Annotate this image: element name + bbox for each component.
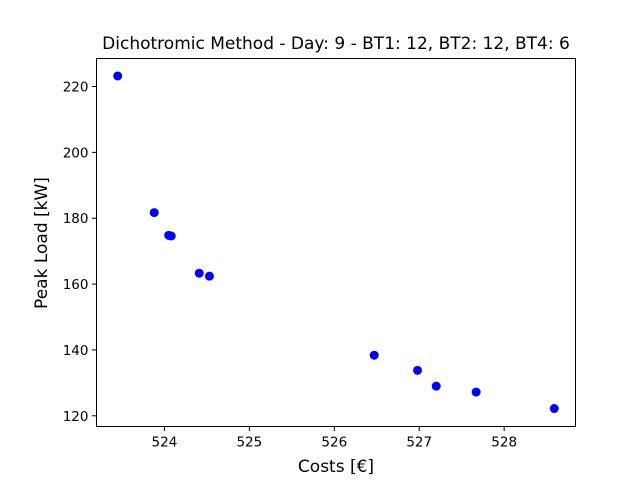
y-tick-label: 180 bbox=[63, 211, 89, 227]
scatter-point bbox=[149, 208, 159, 218]
x-axis-label: Costs [€] bbox=[298, 457, 374, 477]
y-tick-label: 220 bbox=[63, 79, 89, 95]
x-tick-label: 526 bbox=[321, 435, 347, 451]
scatter-point bbox=[471, 387, 481, 397]
y-axis: 120 140 160 180 200 220 bbox=[63, 79, 97, 425]
plot-area bbox=[96, 58, 576, 427]
y-tick-label: 140 bbox=[63, 343, 89, 359]
x-tick-label: 527 bbox=[406, 435, 432, 451]
scatter-point bbox=[166, 231, 176, 241]
x-axis: 524 525 526 527 528 bbox=[152, 426, 517, 451]
scatter-point bbox=[204, 271, 214, 281]
x-tick-label: 525 bbox=[236, 435, 262, 451]
chart-title: Dichotromic Method - Day: 9 - BT1: 12, B… bbox=[102, 34, 570, 54]
scatter-point bbox=[549, 404, 559, 414]
scatter-point bbox=[113, 71, 123, 81]
x-tick-label: 524 bbox=[152, 435, 178, 451]
y-axis-label: Peak Load [kW] bbox=[32, 177, 52, 309]
scatter-point bbox=[413, 365, 423, 375]
scatter-point bbox=[194, 268, 204, 278]
scatter-point bbox=[431, 381, 441, 391]
y-tick-label: 120 bbox=[63, 409, 89, 425]
scatter-point bbox=[369, 350, 379, 360]
y-tick-label: 200 bbox=[63, 145, 89, 161]
scatter-points bbox=[113, 71, 559, 414]
y-tick-label: 160 bbox=[63, 277, 89, 293]
x-tick-label: 528 bbox=[491, 435, 517, 451]
